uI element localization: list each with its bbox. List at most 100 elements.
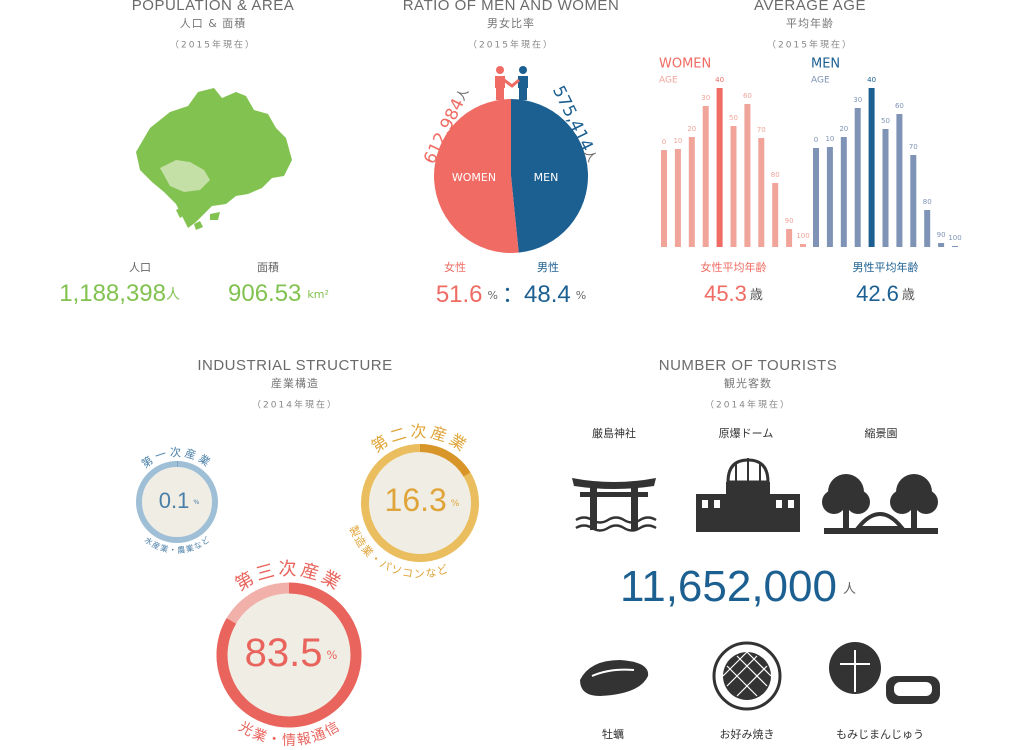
handshake-icon — [495, 66, 528, 100]
bar — [772, 183, 779, 247]
bar-category: 90 — [785, 217, 794, 225]
section-title: INDUSTRIAL STRUCTURE — [197, 357, 392, 374]
unit: 歳 — [902, 288, 915, 303]
bar — [716, 88, 723, 247]
section-title: RATIO OF MEN AND WOMEN — [403, 0, 620, 14]
bar — [896, 114, 903, 247]
bar-category: 90 — [937, 231, 946, 239]
unit: % — [451, 499, 460, 509]
ring-arc — [216, 582, 362, 728]
label: 面積 — [257, 260, 279, 274]
average-value: 45.3 歳 — [704, 281, 763, 306]
bar — [840, 137, 847, 247]
bar-category: 0 — [662, 138, 666, 146]
bar-category: 60 — [895, 102, 904, 110]
bar-category: 40 — [715, 76, 724, 84]
label: 男性 — [537, 260, 559, 274]
axis-label: AGE — [811, 76, 830, 86]
bar-category: 70 — [757, 126, 766, 134]
unit: 歳 — [750, 288, 763, 303]
ring-value: 83.5% — [245, 631, 338, 675]
bar — [800, 244, 806, 247]
ring-inner — [227, 593, 351, 717]
food-label: お好み焼き — [720, 727, 775, 741]
bar — [674, 149, 681, 247]
section-title: NUMBER OF TOURISTS — [659, 357, 837, 374]
pie-label: MEN — [534, 171, 559, 184]
place-label: 縮景園 — [865, 426, 898, 440]
food-label: 牡蠣 — [602, 727, 624, 741]
bar — [661, 150, 667, 247]
garden-icon — [822, 474, 938, 534]
label: 女性 — [444, 260, 466, 274]
label: 人口 — [129, 261, 151, 274]
bar-category: 70 — [909, 143, 918, 151]
bar-category: 60 — [743, 92, 752, 100]
momiji-icon — [829, 642, 940, 704]
bar-category: 80 — [771, 171, 780, 179]
section-subtitle: 人口 & 面積 — [180, 16, 247, 30]
pie-label: WOMEN — [452, 171, 496, 184]
unit: 人 — [453, 86, 471, 103]
ratio: 51.6% ：48.4% — [436, 281, 586, 308]
map — [136, 88, 292, 230]
number: 16.3 — [385, 482, 447, 518]
section-title: AVERAGE AGE — [754, 0, 866, 14]
bar-category: 20 — [687, 125, 696, 133]
bar-category: 50 — [881, 117, 890, 125]
bar-category: 30 — [853, 96, 862, 104]
okonomiyaki-icon — [712, 641, 782, 711]
torii-icon — [572, 478, 657, 532]
bar — [786, 229, 793, 247]
average-value: 42.6 歳 — [856, 281, 915, 306]
bar — [688, 137, 695, 247]
unit: % — [193, 499, 199, 506]
legend-label: MEN — [811, 57, 840, 72]
number: 906.53 — [228, 280, 301, 307]
section-subtitle: 産業構造 — [271, 376, 319, 390]
section-subtitle: 男女比率 — [487, 16, 535, 30]
bar-category: 80 — [923, 198, 932, 206]
ring-arc — [419, 444, 471, 477]
bar — [702, 106, 709, 247]
unit: % — [327, 648, 338, 662]
bar-category: 10 — [673, 137, 682, 145]
pie-slice — [511, 99, 588, 253]
section-title: POPULATION & AREA — [132, 0, 294, 14]
unit: % — [488, 289, 498, 302]
section-note: （2015年現在） — [767, 39, 853, 51]
oyster-icon — [580, 660, 649, 696]
area-value: 906.53 km² — [228, 280, 329, 307]
number: 45.3 — [704, 281, 747, 306]
unit: 人 — [166, 287, 180, 303]
bar — [882, 129, 889, 247]
section-subtitle: 観光客数 — [724, 376, 772, 390]
bar — [730, 126, 737, 247]
bar — [813, 148, 819, 247]
section-note: （2014年現在） — [252, 399, 338, 411]
population-value: 1,188,398人 — [59, 280, 180, 307]
bar — [868, 88, 875, 247]
food-label: もみじまんじゅう — [836, 728, 924, 741]
unit: 人 — [843, 582, 856, 597]
section-note: （2015年現在） — [468, 39, 554, 51]
bar — [952, 246, 958, 247]
bar — [854, 108, 861, 247]
bar-category: 0 — [814, 136, 818, 144]
bar-category: 50 — [729, 114, 738, 122]
bar — [826, 147, 833, 247]
number: 0.1 — [159, 488, 190, 513]
bar-category: 40 — [867, 76, 876, 84]
ring-inner — [142, 467, 212, 537]
axis-label: AGE — [659, 76, 678, 86]
place-label: 厳島神社 — [592, 426, 636, 440]
bar — [758, 138, 765, 247]
bar-category: 20 — [839, 125, 848, 133]
average-label: 女性平均年齢 — [701, 260, 767, 274]
dome-icon — [696, 458, 800, 532]
bar-category: 100 — [948, 234, 961, 242]
unit: km² — [307, 288, 329, 301]
ring-value: 0.1% — [159, 488, 200, 513]
number: 83.5 — [245, 631, 323, 675]
